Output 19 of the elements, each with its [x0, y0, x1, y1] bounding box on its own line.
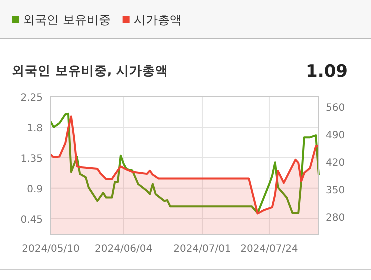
- y-tick-label: 1.8: [27, 123, 43, 134]
- y2-tick-label: 560: [326, 102, 346, 114]
- y2-tick-label: 420: [326, 158, 346, 169]
- chart-title: 외국인 보유비중, 시가총액: [12, 63, 168, 78]
- y-tick-label: 1.35: [20, 154, 43, 165]
- x-tick-label: 2024/05/10: [22, 244, 80, 255]
- y-tick-label: 0.45: [20, 214, 43, 226]
- y-tick-label: 2.25: [20, 93, 43, 104]
- y-tick-label: 0.9: [27, 184, 43, 196]
- y2-tick-label: 350: [326, 185, 346, 196]
- y2-tick-label: 280: [326, 212, 346, 224]
- y2-tick-label: 490: [326, 130, 346, 142]
- x-tick-label: 2024/06/04: [95, 244, 153, 255]
- line-series: [50, 112, 320, 214]
- x-tick-label: 2024/07/01: [174, 244, 232, 255]
- text: 1.09: [306, 62, 348, 82]
- legend-label: 시가총액: [134, 13, 182, 27]
- legend-label: 외국인 보유비중: [23, 13, 111, 27]
- x-tick-label: 2024/07/24: [240, 244, 298, 255]
